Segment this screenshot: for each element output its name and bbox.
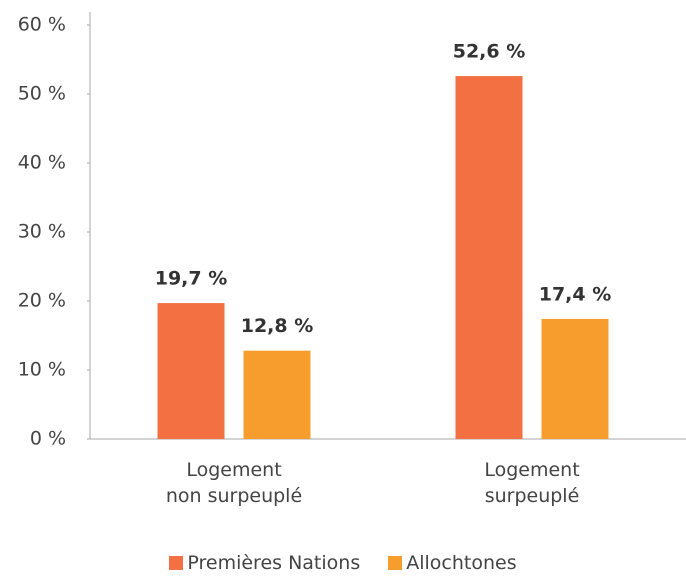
y-tick-label: 30 % (18, 221, 66, 243)
legend-swatch (169, 556, 184, 570)
value-label: 19,7 % (155, 268, 228, 290)
x-tick-label: Logement surpeuplé (484, 459, 580, 507)
legend-swatch (388, 556, 403, 570)
value-label: 17,4 % (539, 283, 612, 305)
x-tick-label: Logement non surpeuplé (165, 459, 303, 507)
bar (157, 303, 225, 439)
bar (243, 350, 311, 439)
bar (455, 76, 523, 439)
y-tick-label: 20 % (18, 290, 66, 312)
y-tick-label: 10 % (18, 359, 66, 381)
legend-item: Allochtones (388, 552, 517, 574)
legend-label: Premières Nations (187, 552, 361, 574)
bar (541, 318, 609, 439)
y-tick-label: 50 % (18, 83, 66, 105)
y-tick-label: 60 % (18, 14, 66, 36)
y-tick-label: 0 % (30, 428, 66, 450)
y-tick-label: 40 % (18, 152, 66, 174)
legend: Premières Nations Allochtones (0, 552, 686, 574)
legend-label: Allochtones (406, 552, 517, 574)
value-label: 12,8 % (241, 315, 314, 337)
value-label: 52,6 % (453, 41, 526, 63)
legend-item: Premières Nations (169, 552, 360, 574)
